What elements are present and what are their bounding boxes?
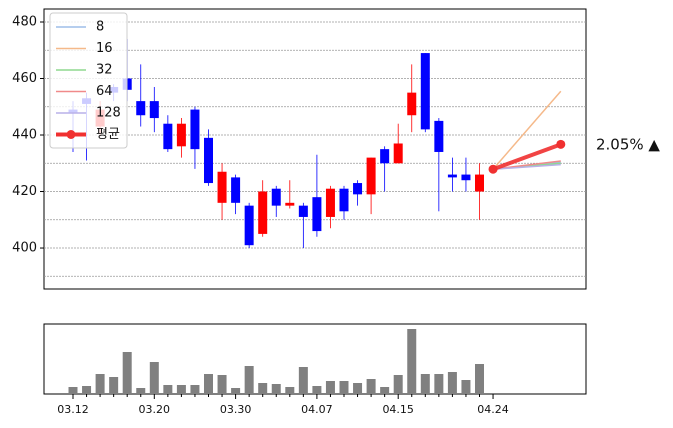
volume-bar (380, 387, 390, 394)
volume-bar (271, 384, 281, 394)
candle-body (325, 188, 335, 217)
volume-bar (95, 374, 105, 394)
y-tick-label: 460 (12, 71, 37, 86)
candle-body (312, 197, 322, 232)
legend-label: 16 (96, 41, 113, 56)
forecast-line (492, 142, 562, 172)
volume-bar (136, 388, 146, 394)
y-tick-label: 400 (12, 241, 37, 256)
candle-body (339, 188, 349, 212)
legend-label: 8 (96, 20, 104, 35)
volume-bar (434, 374, 444, 394)
forecast-line (492, 90, 562, 170)
volume-bar (353, 383, 363, 394)
candle-body (244, 205, 254, 246)
volume-bar (447, 372, 457, 394)
candle-body (231, 177, 241, 203)
candle-body (149, 101, 159, 119)
volume-bar (231, 388, 241, 394)
candle-body (190, 109, 200, 150)
x-tick-label: 04.15 (382, 403, 414, 416)
volume-bar (420, 374, 430, 394)
candle-body (258, 191, 268, 234)
legend-label: 32 (96, 63, 113, 78)
volume-bar (122, 352, 132, 394)
volume-bar (176, 385, 186, 394)
forecast-marker (488, 164, 498, 174)
volume-bar (339, 381, 349, 394)
volume-bar (298, 367, 308, 394)
volume-bar (475, 364, 484, 394)
x-tick-label: 04.07 (301, 403, 333, 416)
candle-body (366, 157, 376, 195)
x-tick-label: 03.12 (57, 403, 89, 416)
legend-label: 128 (96, 106, 121, 121)
volume-bar (109, 377, 119, 394)
x-tick-label: 04.24 (477, 403, 509, 416)
plot-frame (43, 8, 587, 290)
volume-bar (68, 387, 78, 394)
candle-body (217, 171, 227, 203)
volume-bar (285, 387, 295, 394)
volume-bar (325, 381, 335, 394)
candle-body (393, 143, 403, 164)
volume-bar (190, 385, 200, 394)
x-tick-label: 03.30 (220, 403, 252, 416)
volume-bar (461, 380, 471, 394)
annotation: 2.05% ▲ (596, 136, 660, 154)
legend-label: 평균 (96, 127, 120, 142)
volume-bar (393, 375, 403, 394)
forecast-line (493, 163, 561, 170)
volume-bar (407, 329, 417, 394)
candle-body (434, 120, 444, 152)
candle-body (353, 183, 363, 195)
candle-body (298, 205, 308, 217)
candle-body (204, 137, 213, 184)
volume-bar (366, 379, 376, 394)
candle-body (136, 101, 146, 116)
y-tick-label: 480 (12, 14, 37, 29)
legend-marker (66, 130, 76, 139)
candle-body (285, 202, 295, 206)
candle-body (163, 123, 173, 150)
volume-bar (149, 362, 159, 394)
candle-body (271, 188, 281, 206)
forecast-marker (556, 139, 566, 149)
candle-body (461, 174, 471, 181)
candle-body (380, 149, 390, 164)
volume-bar (258, 383, 268, 394)
volume-bar (217, 375, 227, 394)
candle-body (420, 53, 430, 130)
candle-body (447, 174, 457, 178)
candle-body (176, 123, 186, 147)
volume-bar (82, 386, 92, 394)
candle-body (475, 174, 484, 192)
volume-bar (204, 374, 213, 394)
y-tick-label: 440 (12, 128, 37, 143)
legend-label: 64 (96, 84, 113, 99)
x-tick-label: 03.20 (139, 403, 171, 416)
candle-body (407, 92, 417, 116)
volume-bar (244, 366, 254, 394)
legend-box (49, 12, 128, 149)
volume-bar (163, 385, 173, 394)
y-tick-label: 420 (12, 184, 37, 199)
volume-bar (312, 386, 322, 394)
